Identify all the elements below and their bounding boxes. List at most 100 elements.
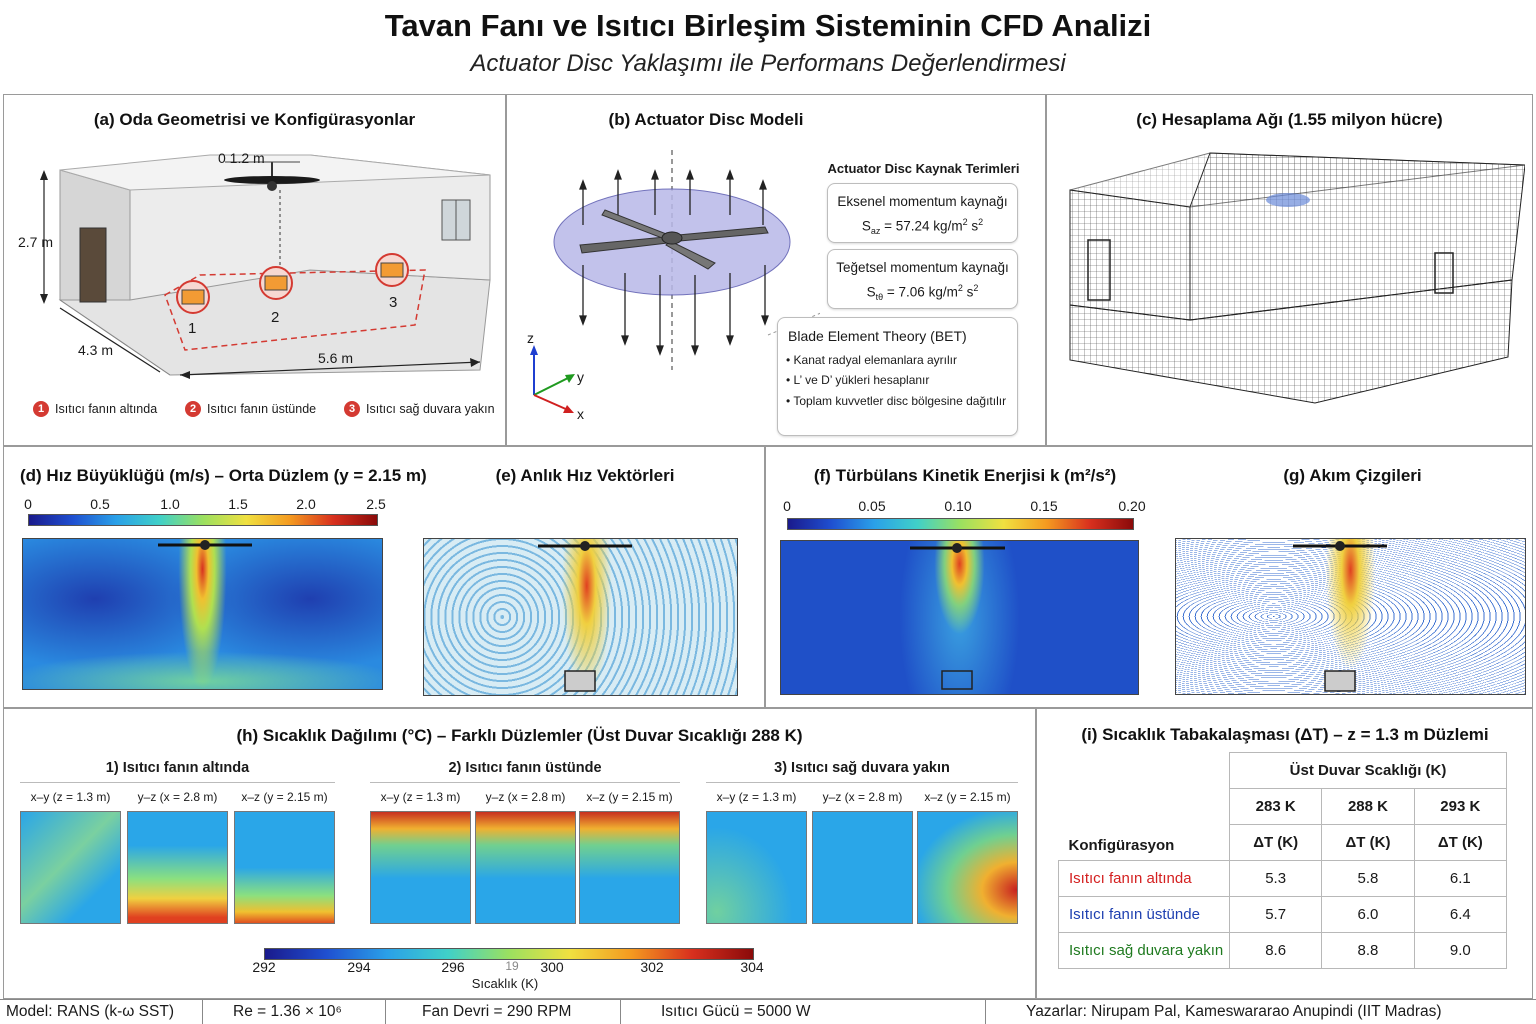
table-cell: 8.8 [1321,932,1415,969]
table-cell: 5.8 [1321,860,1415,897]
divider [370,782,680,783]
footer-re: Re = 1.36 × 10⁶ [203,1000,386,1024]
bet-card: Blade Element Theory (BET) Kanat radyal … [777,317,1018,436]
tke-tick: 0.20 [1118,498,1146,514]
temperature-map [234,811,335,924]
axis-z-label: z [527,330,534,346]
temperature-colorbar-label: Sıcaklık (K) [471,976,539,991]
panel-e-title: (e) Anlık Hız Vektörleri [495,466,675,485]
group-3-title: 3) Isıtıcı sağ duvara yakın [774,760,950,776]
table-cell: 5.3 [1228,860,1323,897]
panel-f-title: (f) Türbülans Kinetik Enerjisi k (m²/s²) [813,466,1117,485]
temperature-map [370,811,471,924]
table-row: Isıtıcı fanın altında 5.3 5.8 6.1 [1058,860,1508,897]
dt-header: ΔT (K) [1321,824,1415,861]
config-label-3: Isıtıcı sağ duvara yakın [366,402,495,416]
group-1-title: 1) Isıtıcı fanın altında [105,760,250,776]
tke-tick: 0.10 [944,498,972,514]
page-title: Tavan Fanı ve Isıtıcı Birleşim Sistemini… [384,8,1152,43]
config-legend-3: 3 Isıtıcı sağ duvara yakın [344,401,495,417]
temperature-map [917,811,1018,924]
heater-1-icon [176,280,210,314]
temperature-tick: 296 [441,959,465,975]
config-label-2: Isıtıcı fanın üstünde [207,402,317,416]
dt-header: ΔT (K) [1228,824,1323,861]
plane-label: x–y (z = 1.3 m) [30,790,111,804]
divider [706,782,1018,783]
panel-a-title: (a) Oda Geometrisi ve Konfigürasyonlar [93,110,416,129]
temperature-map [706,811,807,924]
page-subtitle: Actuator Disc Yaklaşımı ile Performans D… [470,50,1066,77]
table-cell: 6.4 [1413,896,1508,933]
config-number-2: 2 [185,401,201,417]
bet-title: Blade Element Theory (BET) [788,328,967,344]
velocity-tick: 1.5 [228,496,248,512]
table-cell: 6.0 [1321,896,1415,933]
tke-fan-heater-icons [910,543,1005,690]
footer-fan-speed: Fan Devri = 290 RPM [386,1000,621,1024]
table-cell: 6.1 [1413,860,1508,897]
temperature-tick: 300 [540,959,564,975]
temperature-map [20,811,121,924]
config-number-1: 1 [33,401,49,417]
actuator-disc-diagram [530,150,820,413]
temp-header: 283 K [1228,788,1323,825]
table-row: Isıtıcı fanın üstünde 5.7 6.0 6.4 [1058,896,1508,933]
panel-i-title: (i) Sıcaklık Tabakalaşması (ΔT) – z = 1.… [1081,725,1489,744]
heater-label-1: 1 [188,320,197,337]
config-label-1: Isıtıcı fanın altında [55,402,158,416]
bet-list: Kanat radyal elemanlara ayrılır L’ ve D’… [786,350,1017,411]
streamline-fan-heater-icons [1293,541,1387,692]
temperature-map [579,811,680,924]
streamline-field [1175,538,1526,695]
tangential-momentum-formula: Stθ = 7.06 kg/m2 s2 [866,283,979,303]
table-cell: 8.6 [1228,932,1323,969]
fan-diameter-label: 0 1.2 m [218,150,265,166]
room-height-label: 2.7 m [18,234,54,250]
plane-label: x–y (z = 1.3 m) [380,790,461,804]
velocity-tick: 2.0 [296,496,316,512]
table-cell: 9.0 [1413,932,1508,969]
footer-model: Model: RANS (k-ω SST) [0,1000,203,1024]
velocity-tick: 1.0 [160,496,180,512]
bet-item: Kanat radyal elemanlara ayrılır [786,350,1017,370]
velocity-contour [22,538,383,690]
room-width-label: 4.3 m [78,342,114,358]
group-header: Üst Duvar Scaklığı (K) [1229,752,1507,789]
panel-g-title: (g) Akım Çizgileri [1283,466,1422,485]
temperature-colorbar [264,948,754,960]
velocity-colorbar [28,514,378,526]
panel-b-title: (b) Actuator Disc Modeli [608,110,804,129]
tke-tick: 0 [783,498,791,514]
group-2-title: 2) Isıtıcı fanın üstünde [448,760,602,776]
panel-d-title: (d) Hız Büyüklüğü (m/s) – Orta Düzlem (y… [20,466,427,485]
row-label: Isıtıcı sağ duvara yakın [1058,932,1230,969]
temperature-map [127,811,228,924]
config-header: Konfigürasyon [1068,837,1175,854]
temperature-tick: 292 [252,959,276,975]
temp-header: 288 K [1321,788,1415,825]
mesh-diagram [1069,152,1525,404]
plane-label: x–y (z = 1.3 m) [716,790,797,804]
tke-tick: 0.05 [858,498,886,514]
vector-fan-heater-icons [538,541,632,692]
temperature-tick: 294 [347,959,371,975]
plane-label: x–z (y = 2.15 m) [241,790,328,804]
velocity-tick: 0.5 [90,496,110,512]
heater-label-3: 3 [389,294,398,311]
room-geometry-diagram [40,154,491,379]
panel-h-title: (h) Sıcaklık Dağılımı (°C) – Farklı Düzl… [236,726,803,745]
axis-y-label: y [577,369,584,385]
axial-momentum-formula: Saz = 57.24 kg/m2 s2 [861,217,984,237]
footer-heater-power: Isıtıcı Gücü = 5000 W [621,1000,986,1024]
temperature-stray-tick: 19 [505,959,519,973]
bet-item: Toplam kuvvetler disc bölgesine dağıtılı… [786,391,1017,411]
plane-label: x–z (y = 2.15 m) [586,790,673,804]
table-cell: 5.7 [1228,896,1323,933]
config-number-3: 3 [344,401,360,417]
plane-label: x–z (y = 2.15 m) [924,790,1011,804]
temperature-tick: 302 [640,959,664,975]
table-row: Isıtıcı sağ duvara yakın 8.6 8.8 9.0 [1058,932,1508,969]
heater-2-icon [259,266,293,300]
stratification-table: Üst Duvar Scaklığı (K) Konfigürasyon 283… [1058,752,1508,969]
